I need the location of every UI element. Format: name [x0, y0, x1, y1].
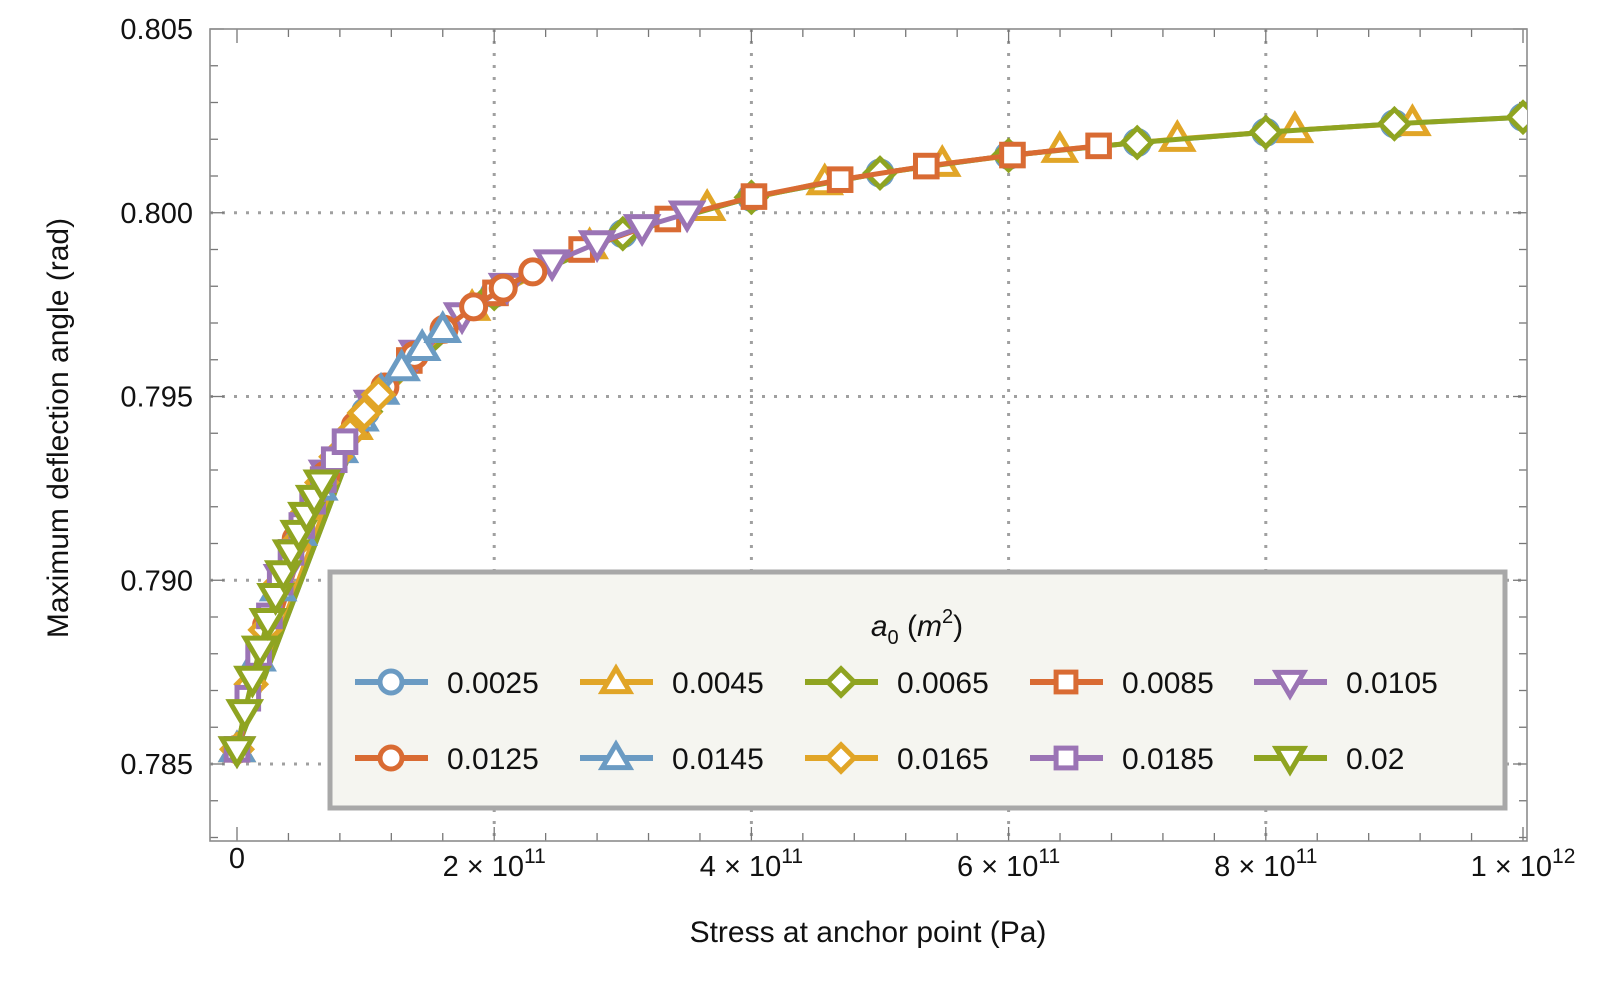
- x-tick-label: 8 × 1011: [1214, 845, 1317, 883]
- legend-title-close: ): [953, 610, 963, 643]
- data-point: [622, 214, 662, 248]
- legend-item: 0.0165: [805, 741, 989, 776]
- legend-title-sub: 0: [888, 627, 899, 649]
- legend-item: 0.0025: [355, 667, 539, 700]
- legend-items: 0.0025 0.0045 0.0065 0.0085 0.0105 0.0125 0.01…: [355, 663, 1438, 777]
- x-tick-label: 0: [229, 843, 245, 875]
- data-point: [240, 635, 280, 669]
- plot-frame: [209, 28, 1528, 842]
- legend-item: 0.0185: [1030, 743, 1214, 776]
- data-point: [577, 230, 617, 264]
- data-point: [1085, 132, 1112, 160]
- legend-marker-triangle-down-icon: [1271, 745, 1309, 777]
- x-tick-mantissa: 8 × 10: [1214, 851, 1295, 883]
- legend-item: 0.0105: [1254, 667, 1438, 701]
- legend-label: 0.0105: [1346, 667, 1438, 700]
- legend-label: 0.02: [1346, 743, 1404, 776]
- y-tick-label: 0.805: [120, 14, 193, 46]
- legend-marker-square-icon: [1053, 745, 1079, 771]
- legend-label: 0.0165: [897, 743, 989, 776]
- data-point: [402, 328, 442, 361]
- x-tick-label: 4 × 1011: [700, 845, 803, 883]
- x-tick-label: 1 × 1012: [1471, 845, 1576, 883]
- series-layer: [217, 99, 1527, 770]
- data-point: [423, 310, 463, 343]
- data-point: [346, 395, 383, 431]
- data-point: [1119, 124, 1156, 161]
- legend-item: 0.02: [1254, 743, 1404, 777]
- legend-item: 0.0045: [580, 663, 764, 700]
- legend-item: 0.0085: [1030, 667, 1214, 700]
- data-point: [382, 348, 421, 382]
- data-point: [217, 736, 257, 770]
- x-tick-exponent: 11: [524, 845, 546, 868]
- data-point: [248, 608, 288, 641]
- data-point: [667, 200, 707, 234]
- data-point: [1376, 105, 1413, 142]
- data-point: [518, 257, 548, 287]
- data-point: [912, 152, 940, 180]
- legend-marker-circle-icon: [377, 668, 405, 696]
- data-point: [360, 376, 397, 413]
- legend-label: 0.0125: [447, 743, 539, 776]
- series-0.02: [217, 469, 342, 770]
- data-point: [488, 273, 518, 303]
- legend-label: 0.0145: [672, 743, 764, 776]
- data-point: [1505, 99, 1527, 136]
- legend-label: 0.0085: [1122, 667, 1214, 700]
- legend-label: 0.0025: [447, 667, 539, 700]
- x-tick-mantissa: 6 × 10: [957, 851, 1038, 883]
- legend-title-unit: m: [917, 610, 942, 643]
- legend-marker-triangle-up-icon: [597, 663, 635, 695]
- legend-label: 0.0065: [897, 667, 989, 700]
- data-point: [1247, 114, 1284, 151]
- legend-item: 0.0125: [355, 743, 539, 776]
- y-tick-label: 0.800: [120, 198, 193, 230]
- x-tick-exponent: 12: [1552, 845, 1575, 868]
- legend-label: 0.0185: [1122, 743, 1214, 776]
- y-tick-label: 0.790: [120, 565, 193, 597]
- legend-marker-circle-icon: [377, 744, 405, 772]
- legend-marker-triangle-down-icon: [1271, 669, 1309, 701]
- legend-title-open: (: [899, 610, 917, 643]
- data-point: [999, 141, 1026, 169]
- legend-box: [327, 569, 1508, 811]
- x-tick-label: 2 × 1011: [443, 845, 546, 883]
- legend-title-var: a: [871, 610, 888, 643]
- y-tick-labels: 0.785 0.790 0.795 0.800 0.805: [120, 14, 193, 781]
- x-tick-mantissa: 1 × 10: [1471, 851, 1552, 883]
- data-point: [826, 166, 854, 193]
- legend: a0 (m2) 0.0025 0.0045 0.0065 0.0085 0.01050.…: [327, 569, 1508, 811]
- x-tick-exponent: 11: [1296, 845, 1318, 868]
- legend-marker-triangle-up-icon: [597, 739, 635, 771]
- x-tick-label: 6 × 1011: [957, 845, 1060, 883]
- x-axis-title: Stress at anchor point (Pa): [690, 916, 1047, 949]
- legend-marker-diamond-icon: [824, 665, 858, 699]
- data-point: [331, 428, 359, 456]
- x-tick-exponent: 11: [1038, 845, 1060, 868]
- x-tick-mantissa: 4 × 10: [700, 851, 781, 883]
- x-tick-exponent: 11: [781, 845, 803, 868]
- data-point: [233, 665, 272, 699]
- legend-marker-diamond-icon: [824, 741, 858, 775]
- data-point: [302, 469, 342, 503]
- legend-title: a0 (m2): [871, 606, 963, 649]
- y-tick-label: 0.785: [120, 749, 193, 781]
- legend-title-unit-exp: 2: [942, 606, 953, 628]
- data-point: [225, 699, 265, 733]
- data-point: [459, 292, 489, 322]
- legend-item: 0.0145: [580, 739, 764, 776]
- data-point: [740, 183, 768, 210]
- x-tick-mantissa: 2 × 10: [443, 851, 524, 883]
- y-axis-title: Maximum deflection angle (rad): [42, 218, 75, 638]
- legend-marker-square-icon: [1053, 669, 1079, 695]
- y-tick-label: 0.795: [120, 382, 193, 414]
- legend-item: 0.0065: [805, 665, 989, 700]
- legend-label: 0.0045: [672, 667, 764, 700]
